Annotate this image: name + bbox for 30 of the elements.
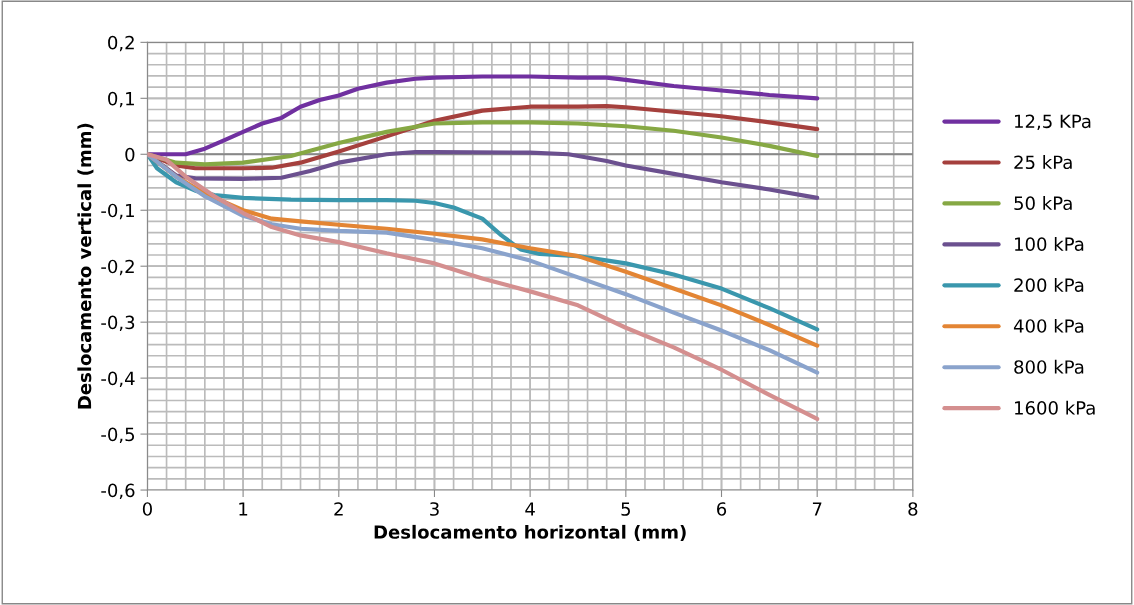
line-series: [147, 152, 820, 422]
x-tick-label: 3: [430, 502, 439, 516]
y-tick-label: 0,1: [108, 91, 134, 108]
x-tick-label: 5: [621, 502, 630, 516]
x-tick-label: 0: [142, 502, 152, 516]
y-tick-label: -0,4: [101, 371, 135, 388]
x-tick-label: 8: [908, 502, 918, 516]
x-axis-title: Deslocamento horizontal (mm): [374, 524, 686, 541]
x-tick-label: 6: [717, 502, 727, 516]
x-tick-label: 7: [812, 502, 822, 516]
line-series: [147, 74, 820, 157]
y-tick-label: -0,1: [101, 203, 134, 220]
x-tick-label: 1: [239, 502, 248, 516]
legend-label: 100 kPa: [1015, 236, 1084, 251]
x-tick-label: 4: [525, 502, 535, 516]
legend-label: 50 kPa: [1014, 196, 1072, 211]
y-tick-label: -0,2: [101, 259, 134, 276]
y-tick-label: -0,6: [101, 483, 135, 500]
legend-label: 25 kPa: [1014, 155, 1072, 170]
legend-label: 12,5 KPa: [1015, 114, 1091, 130]
legend-label: 800 kPa: [1014, 359, 1084, 374]
y-tick-label: 0: [125, 147, 135, 162]
y-tick-label: -0,5: [101, 427, 135, 444]
legend-label: 1600 kPa: [1015, 400, 1095, 415]
legend-label: 400 kPa: [1013, 318, 1084, 333]
y-tick-label: -0,3: [101, 315, 135, 332]
legend-label: 200 kPa: [1014, 277, 1084, 292]
y-axis-title: Deslocamento vertical (mm): [77, 123, 94, 409]
y-tick-label: 0,2: [108, 35, 134, 52]
x-tick-label: 2: [334, 502, 343, 516]
